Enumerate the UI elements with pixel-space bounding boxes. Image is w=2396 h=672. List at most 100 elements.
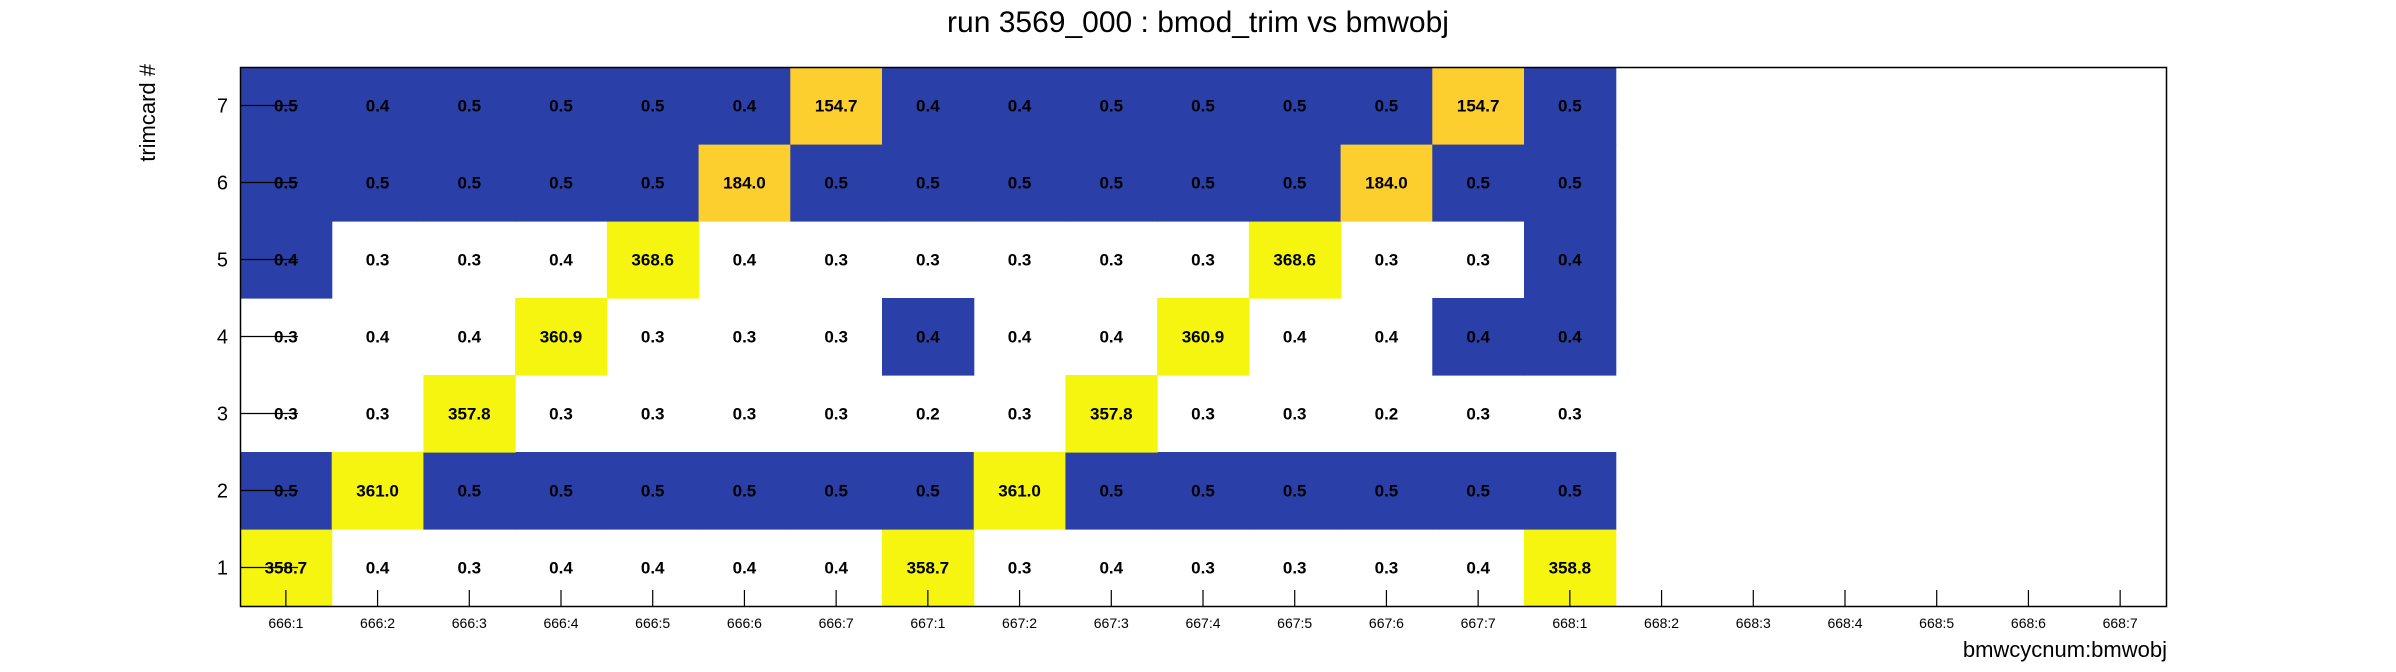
cell-value-label: 0.3 <box>733 328 757 347</box>
heatmap-cell <box>1157 298 1250 376</box>
cell-value-label: 0.3 <box>457 251 481 270</box>
heatmap-cell <box>1432 67 1525 145</box>
cell-value-label: 0.3 <box>641 405 665 424</box>
cell-value-label: 0.2 <box>1375 405 1399 424</box>
cell-value-label: 0.5 <box>1008 174 1032 193</box>
x-tick-label: 666:6 <box>727 615 762 631</box>
y-tick-label: 2 <box>217 481 228 503</box>
cell-value-label: 0.5 <box>1099 482 1123 501</box>
cell-value-label: 0.5 <box>1191 482 1215 501</box>
x-tick-label: 668:7 <box>2103 615 2138 631</box>
heatmap-cell <box>1340 452 1433 530</box>
heatmap-cell <box>606 221 700 299</box>
heatmap-cell <box>698 67 791 145</box>
cell-value-label: 358.8 <box>1549 559 1592 578</box>
cell-value-label: 0.4 <box>1558 251 1582 270</box>
cell-value-label: 360.9 <box>540 328 583 347</box>
cell-value-label: 0.3 <box>549 405 573 424</box>
y-tick-label: 1 <box>217 558 228 580</box>
heatmap-cell <box>606 452 700 530</box>
cell-value-label: 0.4 <box>1466 559 1490 578</box>
cell-value-label: 0.5 <box>733 482 757 501</box>
heatmap-cell <box>1157 144 1250 222</box>
heatmap-cell <box>1065 452 1158 530</box>
cell-value-label: 0.3 <box>1283 405 1307 424</box>
heatmap-cell <box>1157 452 1250 530</box>
y-tick-label: 6 <box>217 173 228 195</box>
x-tick-label: 666:7 <box>819 615 854 631</box>
cell-value-label: 0.4 <box>1466 328 1490 347</box>
cell-value-label: 361.0 <box>998 482 1041 501</box>
heatmap-cell <box>423 67 516 145</box>
heatmap-cell <box>1065 67 1158 145</box>
cell-value-label: 0.4 <box>824 559 848 578</box>
cell-value-label: 0.5 <box>1375 482 1399 501</box>
heatmap-cell <box>606 144 700 222</box>
x-tick-label: 666:5 <box>635 615 670 631</box>
heatmap-cell <box>1432 144 1525 222</box>
x-tick-label: 667:5 <box>1277 615 1312 631</box>
heatmap-cell <box>1524 67 1617 145</box>
heatmap-cell <box>1248 452 1342 530</box>
heatmap-cell <box>1524 298 1617 376</box>
cell-value-label: 0.3 <box>1191 559 1215 578</box>
cell-value-label: 0.2 <box>916 405 940 424</box>
heatmap-cell <box>790 452 883 530</box>
x-axis-label: bmwcycnum:bmwobj <box>1963 637 2167 662</box>
heatmap-cell <box>515 67 608 145</box>
heatmap-cell <box>423 452 516 530</box>
cell-value-label: 0.5 <box>549 482 573 501</box>
heatmap-cell <box>331 67 425 145</box>
heatmap-cell <box>1340 67 1433 145</box>
heatmap-cell <box>515 298 608 376</box>
cell-value-label: 0.5 <box>1375 97 1399 116</box>
cell-value-label: 0.5 <box>549 174 573 193</box>
heatmap-cell <box>1524 221 1617 299</box>
cell-value-label: 184.0 <box>723 174 766 193</box>
cell-value-label: 0.3 <box>733 405 757 424</box>
cell-value-label: 0.3 <box>1558 405 1582 424</box>
cell-value-label: 0.4 <box>1375 328 1399 347</box>
cell-value-label: 0.3 <box>1466 405 1490 424</box>
cell-value-label: 154.7 <box>815 97 858 116</box>
cell-value-label: 0.5 <box>916 482 940 501</box>
cell-value-label: 0.5 <box>1191 97 1215 116</box>
heatmap-cell <box>882 298 975 376</box>
heatmap-cell <box>790 67 883 145</box>
x-tick-label: 667:4 <box>1185 615 1220 631</box>
cell-value-label: 0.4 <box>366 559 390 578</box>
axes: 666:1 666:2 666:3 666:4 666:5 666:6 666:7 667:1… <box>217 96 2138 632</box>
cell-value-label: 0.5 <box>1283 174 1307 193</box>
cell-value-label: 0.3 <box>1375 251 1399 270</box>
y-tick-label: 5 <box>217 250 228 272</box>
heatmap-cell <box>1248 221 1342 299</box>
heatmap-cell <box>515 144 608 222</box>
cell-value-label: 0.4 <box>733 251 757 270</box>
x-tick-label: 668:5 <box>1919 615 1954 631</box>
heatmap-cell <box>1524 452 1617 530</box>
heatmap-cell <box>515 452 608 530</box>
x-tick-label: 667:7 <box>1461 615 1496 631</box>
heatmap-cell <box>698 452 791 530</box>
cell-value-label: 0.4 <box>1099 559 1123 578</box>
cell-value-label: 0.5 <box>641 97 665 116</box>
cell-value-labels: 358.7 0.4 0.3 0.4 0.4 0.4 0.4 358.7 0.3 0.4 0.3 0.3… <box>265 97 1592 578</box>
cell-value-label: 0.4 <box>366 328 390 347</box>
cell-value-label: 0.5 <box>1466 174 1490 193</box>
cell-value-label: 0.5 <box>549 97 573 116</box>
heatmap-cell <box>1248 144 1342 222</box>
heatmap-cell <box>973 452 1067 530</box>
heatmap-cell <box>1524 144 1617 222</box>
cell-value-label: 0.3 <box>824 328 848 347</box>
cell-value-label: 0.5 <box>457 482 481 501</box>
x-tick-label: 667:2 <box>1002 615 1037 631</box>
y-axis-label: trimcard # <box>135 63 160 162</box>
cell-value-label: 0.5 <box>641 482 665 501</box>
heatmap-cell <box>882 144 975 222</box>
cell-value-label: 0.5 <box>1558 174 1582 193</box>
cell-value-label: 0.4 <box>641 559 665 578</box>
x-tick-label: 666:2 <box>360 615 395 631</box>
chart-title: run 3569_000 : bmod_trim vs bmwobj <box>947 6 1449 39</box>
cell-value-label: 0.3 <box>824 251 848 270</box>
